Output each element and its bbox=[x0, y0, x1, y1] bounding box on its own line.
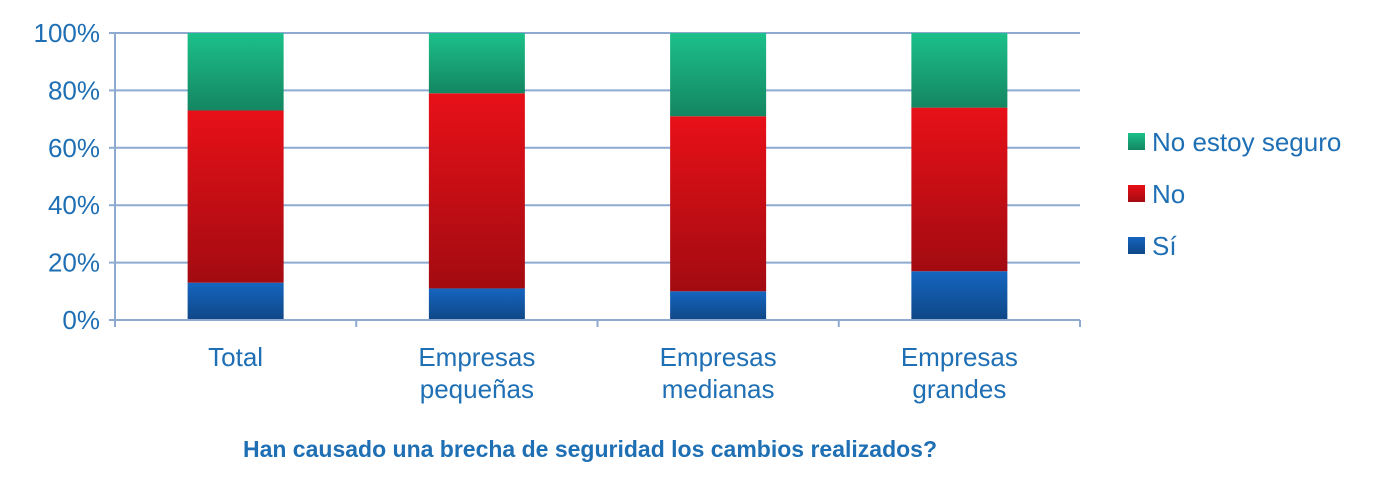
bar-segment bbox=[187, 33, 284, 111]
legend-label: Sí bbox=[1152, 231, 1177, 261]
bar-segment bbox=[911, 107, 1008, 272]
y-tick-labels: 0% 20% 40% 60% 80% 100% bbox=[34, 18, 101, 335]
category-label: Total bbox=[208, 342, 263, 372]
bar-segment bbox=[670, 291, 767, 320]
category-label: Empresas pequeñas bbox=[418, 342, 535, 404]
legend-label: No bbox=[1152, 179, 1185, 209]
category-labels: Total Empresas pequeñas Empresas medianas Emp… bbox=[208, 342, 1018, 404]
bar-segment bbox=[670, 116, 767, 292]
bar-segment bbox=[428, 288, 525, 320]
bar-segment bbox=[428, 33, 525, 94]
axes bbox=[109, 32, 1081, 327]
y-tick-label: 0% bbox=[62, 305, 100, 335]
y-tick-label: 80% bbox=[48, 75, 100, 105]
chart-title: Han causado una brecha de seguridad los … bbox=[242, 436, 938, 462]
legend-label: No estoy seguro bbox=[1152, 127, 1341, 157]
bar-segment bbox=[428, 93, 525, 289]
legend-swatch bbox=[1128, 133, 1145, 150]
bar-segment bbox=[911, 271, 1008, 320]
y-tick-label: 40% bbox=[48, 190, 100, 220]
y-tick-label: 20% bbox=[48, 248, 100, 278]
bar-segment bbox=[187, 282, 284, 320]
legend: No estoy seguro No Sí bbox=[1128, 127, 1341, 261]
y-tick-label: 60% bbox=[48, 133, 100, 163]
category-label: Empresas grandes bbox=[901, 342, 1018, 404]
bar-segment bbox=[187, 110, 284, 283]
bar-segment bbox=[911, 33, 1008, 108]
category-label: Empresas medianas bbox=[660, 342, 777, 404]
bars bbox=[187, 33, 1008, 320]
bar-segment bbox=[670, 33, 767, 117]
legend-swatch bbox=[1128, 237, 1145, 254]
legend-swatch bbox=[1128, 185, 1145, 202]
y-tick-label: 100% bbox=[34, 18, 101, 48]
